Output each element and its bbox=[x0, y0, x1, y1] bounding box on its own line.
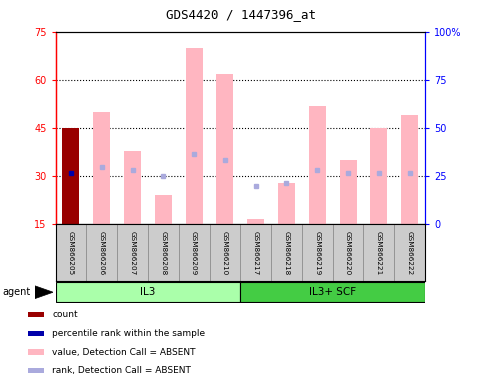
Text: GSM866220: GSM866220 bbox=[345, 230, 351, 275]
Bar bbox=[28, 312, 44, 317]
Text: GSM866205: GSM866205 bbox=[68, 230, 74, 275]
Text: GSM866221: GSM866221 bbox=[376, 230, 382, 275]
Text: percentile rank within the sample: percentile rank within the sample bbox=[53, 329, 206, 338]
Bar bbox=[333, 224, 364, 281]
Text: GSM866209: GSM866209 bbox=[191, 230, 197, 275]
Text: GSM866210: GSM866210 bbox=[222, 230, 228, 275]
Bar bbox=[240, 282, 425, 302]
Bar bbox=[364, 224, 394, 281]
Text: GDS4420 / 1447396_at: GDS4420 / 1447396_at bbox=[167, 8, 316, 22]
Bar bbox=[62, 128, 79, 224]
Bar bbox=[340, 160, 356, 224]
Bar bbox=[28, 368, 44, 373]
Bar bbox=[155, 195, 172, 224]
Text: count: count bbox=[53, 310, 78, 319]
Bar bbox=[216, 74, 233, 224]
Bar bbox=[56, 224, 86, 281]
Text: GSM866217: GSM866217 bbox=[253, 230, 259, 275]
Text: IL3: IL3 bbox=[140, 287, 156, 297]
Text: GSM866206: GSM866206 bbox=[99, 230, 105, 275]
Bar bbox=[28, 349, 44, 355]
Text: IL3+ SCF: IL3+ SCF bbox=[309, 287, 356, 297]
Bar bbox=[185, 48, 202, 224]
Bar bbox=[179, 224, 210, 281]
Bar bbox=[370, 128, 387, 224]
Bar bbox=[93, 112, 110, 224]
Bar bbox=[210, 224, 240, 281]
Text: GSM866208: GSM866208 bbox=[160, 230, 166, 275]
Bar bbox=[56, 282, 241, 302]
Bar bbox=[240, 224, 271, 281]
Bar bbox=[271, 224, 302, 281]
Bar bbox=[148, 224, 179, 281]
Bar bbox=[309, 106, 326, 224]
Bar bbox=[394, 224, 425, 281]
Polygon shape bbox=[35, 286, 53, 299]
Text: GSM866219: GSM866219 bbox=[314, 230, 320, 275]
Bar bbox=[278, 183, 295, 224]
Bar bbox=[117, 224, 148, 281]
Text: value, Detection Call = ABSENT: value, Detection Call = ABSENT bbox=[53, 348, 196, 357]
Bar bbox=[247, 219, 264, 224]
Text: rank, Detection Call = ABSENT: rank, Detection Call = ABSENT bbox=[53, 366, 191, 375]
Text: agent: agent bbox=[2, 287, 30, 297]
Text: GSM866207: GSM866207 bbox=[129, 230, 136, 275]
Bar bbox=[302, 224, 333, 281]
Bar bbox=[124, 151, 141, 224]
Bar bbox=[401, 116, 418, 224]
Bar bbox=[28, 331, 44, 336]
Text: GSM866218: GSM866218 bbox=[284, 230, 289, 275]
Bar bbox=[86, 224, 117, 281]
Text: GSM866222: GSM866222 bbox=[407, 230, 412, 275]
